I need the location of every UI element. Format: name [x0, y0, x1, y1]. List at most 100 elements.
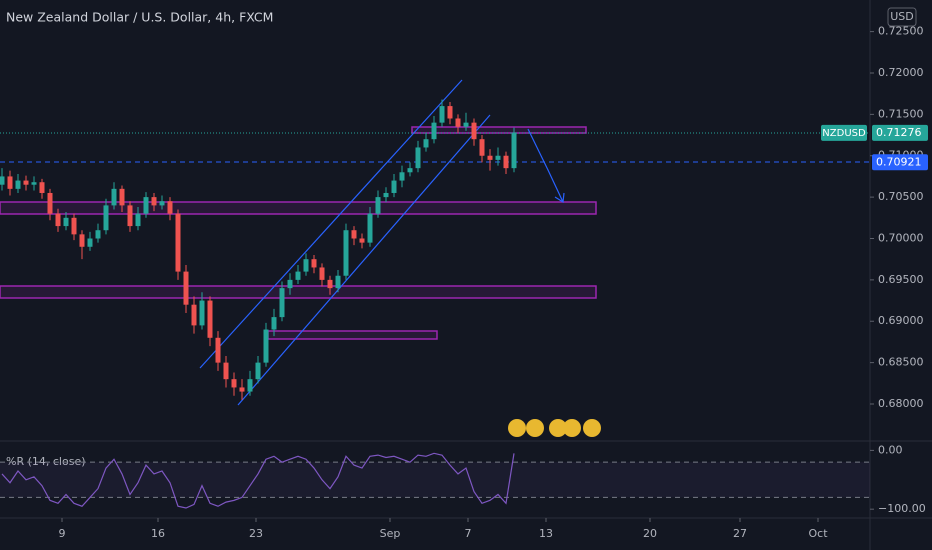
- y-tick-label: 0.69000: [878, 314, 924, 327]
- zone: [0, 201, 597, 215]
- candle-body: [199, 300, 205, 326]
- candle-body: [0, 176, 5, 185]
- y-tick-label: 0.68500: [878, 356, 924, 369]
- symbol-label: NZDUSD: [822, 128, 866, 139]
- candle-body: [311, 259, 317, 268]
- candle-body: [439, 106, 445, 123]
- candle-body: [239, 387, 245, 392]
- symbol-box: [821, 124, 867, 141]
- candle-body: [415, 147, 421, 169]
- y-tick-label: 0.70500: [878, 190, 924, 203]
- candle-body: [455, 118, 461, 127]
- candle-body: [167, 201, 173, 214]
- candle-body: [103, 205, 109, 231]
- candle-body: [47, 192, 53, 214]
- zone: [267, 330, 438, 340]
- events: [508, 419, 601, 437]
- candle-body: [359, 238, 365, 243]
- candle-body: [223, 362, 229, 380]
- candle-body: [215, 337, 221, 363]
- last-price-label: 0.71276: [876, 126, 922, 139]
- candle-body: [55, 213, 61, 227]
- candle-body: [191, 304, 197, 326]
- candle-body: [95, 230, 101, 239]
- candle-body: [79, 234, 85, 247]
- candle-body: [335, 275, 341, 289]
- level-price-box: [872, 154, 928, 171]
- event-icon: [583, 419, 601, 437]
- candle-body: [303, 259, 309, 272]
- candle-body: [175, 213, 181, 272]
- candle-body: [391, 180, 397, 193]
- zone: [0, 285, 597, 299]
- candle-body: [383, 192, 389, 198]
- candle-body: [39, 182, 45, 193]
- candle-body: [471, 122, 477, 140]
- arrow: [527, 128, 564, 203]
- candle-body: [31, 182, 37, 185]
- candle-body: [487, 155, 493, 160]
- candle-body: [271, 317, 277, 330]
- drawings: [0, 79, 870, 406]
- candle-body: [463, 122, 469, 127]
- candle-body: [111, 188, 117, 206]
- candle-body: [511, 132, 517, 169]
- x-tick-label: 16: [151, 527, 165, 540]
- event-icon: [549, 419, 567, 437]
- channel-line: [199, 79, 463, 369]
- candle-body: [367, 213, 373, 243]
- candle-body: [135, 213, 141, 227]
- y-tick-label: 0.00: [878, 443, 903, 456]
- candle-body: [263, 329, 269, 363]
- zone: [411, 126, 587, 134]
- y-tick-label: −100.00: [878, 502, 926, 515]
- candle-body: [247, 379, 253, 392]
- candle-body: [7, 176, 13, 189]
- candle-body: [399, 172, 405, 181]
- candle-body: [15, 180, 21, 189]
- candle-body: [343, 230, 349, 276]
- level-price-label: 0.70921: [876, 155, 922, 168]
- band: [0, 462, 870, 498]
- candle-body: [143, 197, 149, 214]
- y-tick-label: 0.70000: [878, 231, 924, 244]
- candle-body: [503, 155, 509, 169]
- candle-body: [159, 201, 165, 206]
- x-tick-label: 27: [733, 527, 747, 540]
- last-price-box: [872, 124, 928, 141]
- indicator-line: [1, 452, 515, 509]
- y-tick-label: 0.69500: [878, 273, 924, 286]
- candle-body: [279, 288, 285, 318]
- y-tick-label: 0.68000: [878, 397, 924, 410]
- x-tick-label: Oct: [808, 527, 828, 540]
- arrow-head: [554, 192, 565, 204]
- candle-body: [479, 139, 485, 156]
- candle-body: [63, 217, 69, 227]
- candle-body: [495, 155, 501, 160]
- candle-body: [351, 230, 357, 239]
- x-tick-label: 9: [59, 527, 66, 540]
- event-icon: [508, 419, 526, 437]
- x-tick-label: Sep: [380, 527, 401, 540]
- y-tick-label: 0.72000: [878, 66, 924, 79]
- currency[interactable]: USD: [890, 10, 914, 23]
- candle-body: [183, 271, 189, 305]
- candle-body: [407, 168, 413, 173]
- candle-body: [327, 279, 333, 289]
- event-icon: [563, 419, 581, 437]
- candle-body: [423, 139, 429, 148]
- candle-body: [295, 271, 301, 280]
- x-tick-label: 20: [643, 527, 657, 540]
- x-tick-label: 13: [539, 527, 553, 540]
- candle-body: [375, 197, 381, 214]
- candle-body: [319, 267, 325, 280]
- candle-body: [127, 205, 133, 227]
- candle-body: [71, 217, 77, 235]
- candle-body: [287, 279, 293, 289]
- candle-body: [447, 106, 453, 119]
- candle-body: [231, 379, 237, 388]
- channel-line: [237, 114, 491, 406]
- candle-body: [151, 197, 157, 206]
- currency-box[interactable]: [887, 7, 917, 27]
